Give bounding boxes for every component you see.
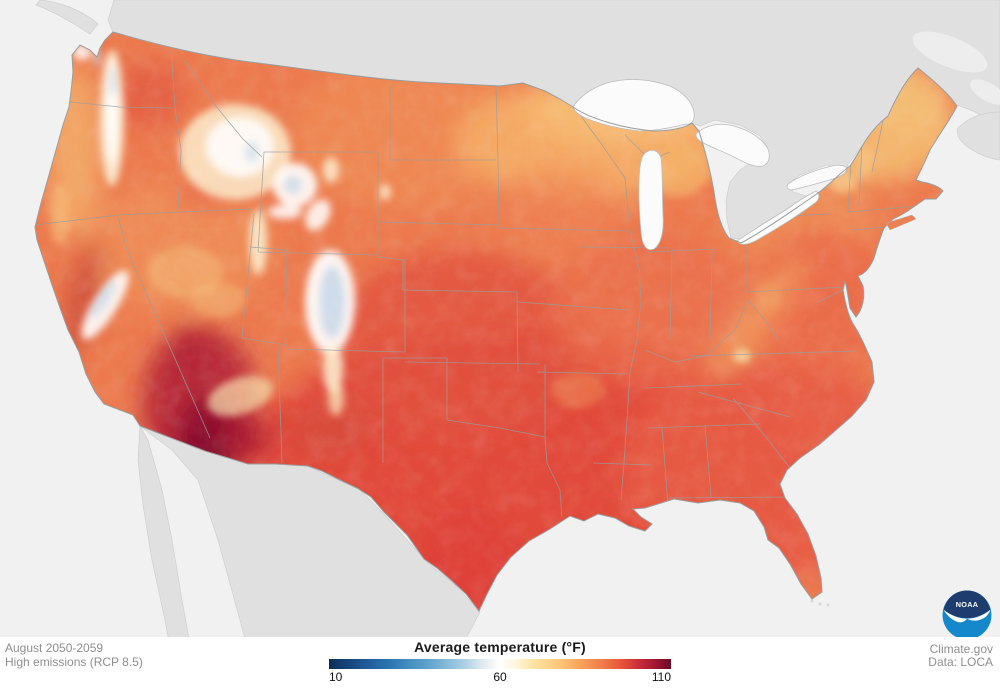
scenario-label: High emissions (RCP 8.5)	[5, 655, 143, 669]
colorbar-tick-mid: 60	[493, 670, 507, 684]
lake-ontario	[786, 164, 848, 191]
florida-keys	[810, 599, 830, 607]
long-island	[885, 214, 917, 231]
vancouver-island	[35, 0, 99, 35]
footer-bar: August 2050-2059 High emissions (RCP 8.5…	[0, 637, 1000, 690]
lake-superior	[572, 79, 695, 132]
seagull-icon	[943, 609, 991, 623]
data-source-label: Data: LOCA	[928, 655, 993, 669]
footer-right-block: Climate.gov Data: LOCA	[928, 643, 993, 669]
colorbar-tick-min: 10	[329, 670, 343, 684]
lake-erie	[736, 190, 820, 245]
noaa-logo-text: NOAA	[956, 600, 979, 609]
bay-of-fundy	[970, 79, 1000, 105]
footer-left-block: August 2050-2059 High emissions (RCP 8.5…	[5, 641, 143, 669]
nova-scotia	[956, 111, 1000, 161]
noaa-logo: NOAA	[942, 590, 992, 640]
colorbar-title: Average temperature (°F)	[414, 639, 586, 655]
colorbar-legend: Average temperature (°F) 10 60 110	[329, 639, 671, 684]
site-label: Climate.gov	[929, 642, 993, 656]
great-lakes	[572, 79, 848, 251]
gulf-of-st-lawrence	[912, 31, 988, 73]
colorbar-ticks: 10 60 110	[329, 670, 671, 684]
noaa-logo-sky	[943, 590, 991, 619]
colorbar-gradient	[329, 659, 671, 669]
baja-california	[137, 424, 201, 690]
lake-huron	[695, 123, 770, 167]
period-label: August 2050-2059	[5, 641, 104, 655]
colorbar-tick-max: 110	[651, 670, 671, 684]
state-borders	[35, 49, 921, 519]
lake-michigan	[638, 149, 664, 251]
